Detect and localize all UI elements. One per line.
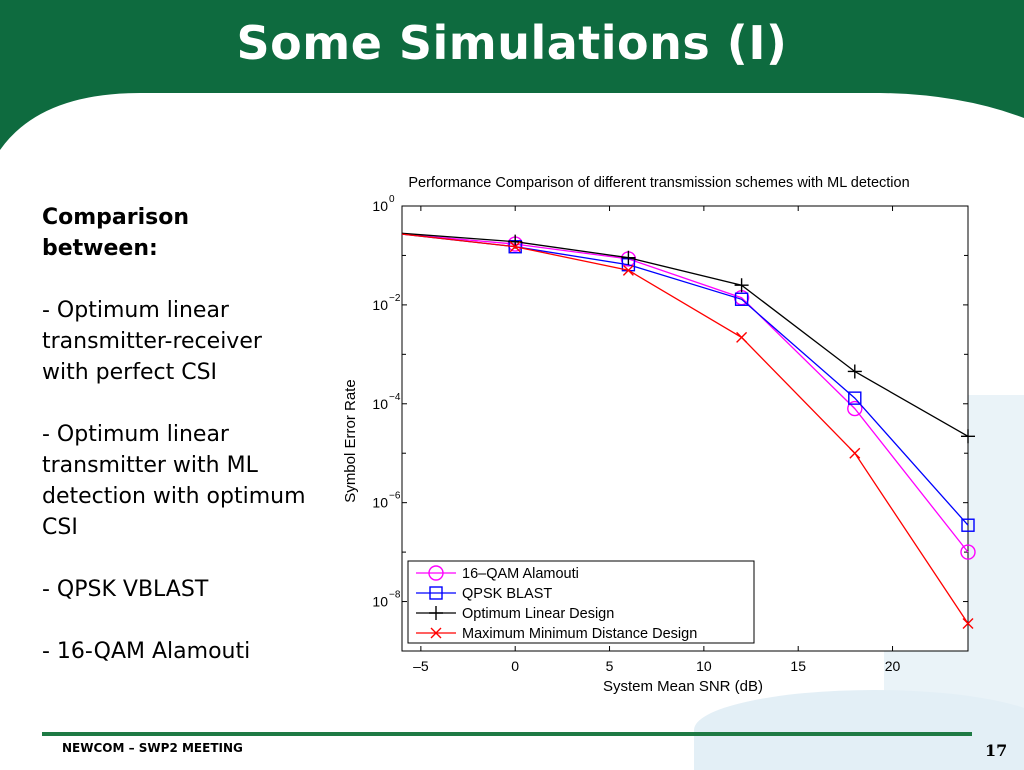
x-tick-label: 5 bbox=[606, 658, 614, 674]
series-point bbox=[961, 518, 975, 532]
y-tick-label: 10 bbox=[372, 297, 388, 313]
legend-entry-label: QPSK BLAST bbox=[462, 586, 552, 602]
series-point bbox=[847, 400, 863, 417]
series-point bbox=[509, 241, 521, 253]
page-number: 17 bbox=[985, 741, 1008, 760]
footer-divider bbox=[42, 732, 972, 736]
series-point bbox=[962, 617, 974, 629]
y-tick-label: 10 bbox=[372, 396, 388, 412]
y-tick-exponent: 0 bbox=[389, 194, 395, 205]
header-band-shape bbox=[0, 0, 1024, 150]
series-point bbox=[849, 447, 861, 459]
series-point bbox=[622, 264, 634, 276]
legend-swatch-marker bbox=[429, 606, 443, 620]
x-tick-label: 0 bbox=[511, 658, 519, 674]
series-plus bbox=[401, 232, 975, 444]
y-tick-exponent: −6 bbox=[389, 491, 401, 502]
y-tick-exponent: −4 bbox=[389, 392, 401, 403]
footer-meeting-label: NEWCOM – SWP2 MEETING bbox=[62, 741, 243, 755]
series-line bbox=[401, 233, 969, 624]
header-band bbox=[0, 0, 1024, 150]
comparison-item-qpsk-vblast: - QPSK VBLAST bbox=[42, 577, 209, 602]
series-point bbox=[734, 278, 749, 293]
x-axis-label: System Mean SNR (dB) bbox=[603, 678, 763, 695]
slide-title: Some Simulations (I) bbox=[236, 16, 788, 70]
ser-chart: Performance Comparison of different tran… bbox=[342, 175, 976, 695]
series-point bbox=[734, 292, 749, 306]
legend-entry-label: Optimum Linear Design bbox=[462, 606, 614, 622]
series-point bbox=[847, 364, 862, 379]
series-point bbox=[736, 331, 748, 343]
y-tick-label: 10 bbox=[372, 594, 388, 610]
x-tick-label: 20 bbox=[885, 658, 901, 674]
comparison-text-block: Comparison between: - Optimum linear tra… bbox=[42, 202, 312, 698]
series-point bbox=[960, 544, 976, 560]
series-point bbox=[621, 250, 636, 265]
series-x bbox=[401, 233, 974, 629]
legend-swatch-marker bbox=[430, 627, 442, 639]
y-tick-label: 10 bbox=[372, 495, 388, 511]
legend-entry-label: Maximum Minimum Distance Design bbox=[462, 626, 697, 642]
legend-entry-label: 16–QAM Alamouti bbox=[462, 566, 579, 582]
chart-legend: 16–QAM Alamouti QPSK BLAST Optimum Linear … bbox=[407, 560, 755, 644]
x-tick-label: 10 bbox=[696, 658, 712, 674]
chart-title: Performance Comparison of different tran… bbox=[408, 175, 909, 191]
comparison-item-16qam-alamouti: - 16-QAM Alamouti bbox=[42, 639, 251, 664]
series-point bbox=[848, 391, 862, 405]
comparison-item-linear-tx-rx: - Optimum linear transmitter-receiver wi… bbox=[42, 298, 262, 385]
y-tick-label: 10 bbox=[372, 198, 388, 214]
series-line bbox=[401, 232, 969, 437]
y-tick-exponent: −8 bbox=[389, 590, 401, 601]
x-tick-label: 15 bbox=[790, 658, 806, 674]
chart-series bbox=[401, 232, 976, 629]
comparison-heading: Comparison between: bbox=[42, 205, 190, 261]
legend-swatch-marker bbox=[429, 586, 443, 600]
y-axis-label: Symbol Error Rate bbox=[342, 379, 359, 502]
y-tick-exponent: −2 bbox=[389, 293, 401, 304]
x-tick-label: –5 bbox=[413, 658, 429, 674]
legend-box bbox=[407, 560, 755, 644]
series-line bbox=[401, 233, 969, 553]
legend-swatch-marker bbox=[428, 565, 444, 581]
comparison-item-linear-tx-ml: - Optimum linear transmitter with ML det… bbox=[42, 422, 306, 540]
series-point bbox=[961, 429, 975, 444]
background-watermark-arc bbox=[694, 690, 1024, 770]
